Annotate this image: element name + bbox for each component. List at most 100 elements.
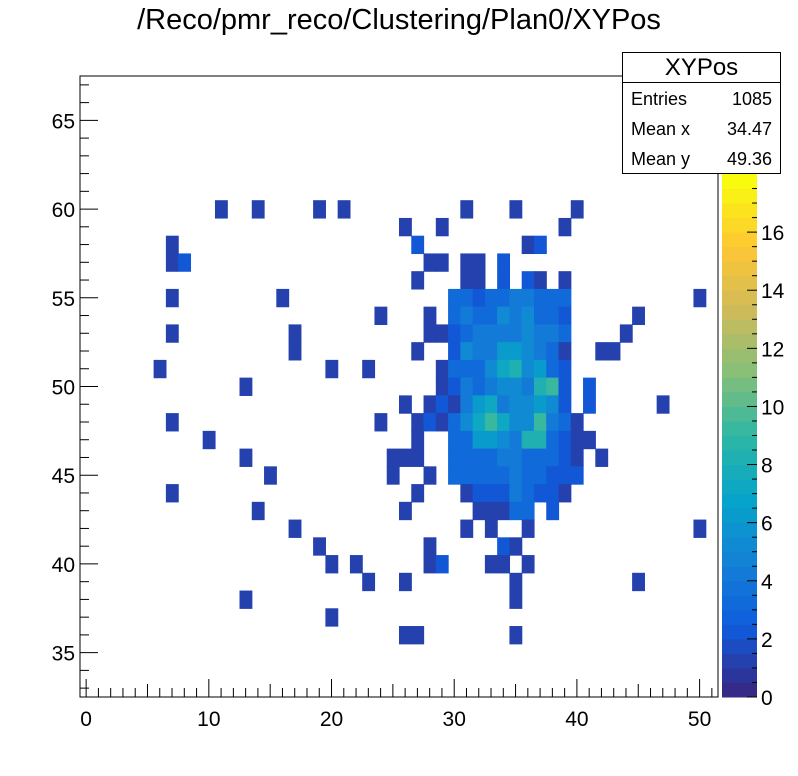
heatmap-cell xyxy=(497,253,511,272)
palette-band xyxy=(722,232,757,248)
heatmap-cell xyxy=(533,395,547,414)
heatmap-cell xyxy=(558,324,572,343)
y-tick-label: 40 xyxy=(52,554,75,577)
palette-band xyxy=(722,275,757,291)
stats-row-mean-y: Mean y 49.36 xyxy=(623,143,780,173)
heatmap-cell xyxy=(448,324,461,343)
heatmap-cell xyxy=(509,484,523,503)
heatmap-cell xyxy=(460,519,474,538)
heatmap-cell xyxy=(165,253,179,272)
heatmap-cell xyxy=(509,200,523,219)
heatmap-cell xyxy=(251,501,265,521)
palette-band xyxy=(722,261,757,277)
heatmap-cell xyxy=(435,359,449,379)
heatmap-cell xyxy=(448,395,461,414)
heatmap-cell xyxy=(546,377,560,396)
palette-band xyxy=(722,479,757,495)
heatmap-cell xyxy=(423,324,437,343)
heatmap-cell xyxy=(656,395,670,414)
heatmap-cell xyxy=(497,555,511,574)
heatmap-cell xyxy=(546,413,560,432)
palette-band xyxy=(722,609,757,625)
heatmap-cell xyxy=(472,430,486,450)
heatmap-cell xyxy=(521,519,535,538)
palette-band xyxy=(722,653,757,669)
heatmap-cell xyxy=(362,359,376,379)
heatmap-cell xyxy=(460,430,474,450)
heatmap-cell xyxy=(411,271,425,290)
heatmap-cell xyxy=(472,342,486,361)
heatmap-cell xyxy=(509,501,523,521)
heatmap-cell xyxy=(472,501,486,521)
stats-row-entries: Entries 1085 xyxy=(623,83,780,113)
heatmap-cell xyxy=(595,448,609,467)
heatmap-cell xyxy=(472,324,486,343)
heatmap-cell xyxy=(533,235,547,255)
stats-box: XYPos Entries 1085 Mean x 34.47 Mean y 4… xyxy=(622,52,781,174)
heatmap-cell xyxy=(472,253,486,272)
palette-band xyxy=(722,508,757,524)
heatmap-cell xyxy=(460,342,474,361)
palette-band xyxy=(722,624,757,640)
heatmap-cell xyxy=(472,288,486,308)
palette-band xyxy=(722,246,757,262)
heatmap-cell xyxy=(472,413,486,432)
y-tick-label: 60 xyxy=(52,199,75,222)
heatmap-cell xyxy=(472,377,486,396)
heatmap-cell xyxy=(411,448,425,467)
heatmap-cell xyxy=(448,359,461,379)
heatmap-cell xyxy=(533,430,547,450)
heatmap-cell xyxy=(448,448,461,467)
heatmap-cell xyxy=(472,395,486,414)
heatmap-cell xyxy=(165,484,179,503)
heatmap-cell xyxy=(484,306,498,325)
heatmap-cell xyxy=(521,235,535,255)
heatmap-cell xyxy=(521,448,535,467)
heatmap-cell xyxy=(509,448,523,467)
heatmap-cell xyxy=(435,324,449,343)
heatmap-cell xyxy=(533,324,547,343)
stats-row-mean-x: Mean x 34.47 xyxy=(623,113,780,143)
heatmap-cell xyxy=(509,306,523,325)
heatmap-cell xyxy=(423,395,437,414)
heatmap-cell xyxy=(448,413,461,432)
x-tick-label: 20 xyxy=(320,708,343,731)
heatmap-cell xyxy=(509,537,523,556)
heatmap-cell xyxy=(411,430,425,450)
heatmap-cell xyxy=(460,271,474,290)
heatmap-cell xyxy=(546,430,560,450)
stats-value: 49.36 xyxy=(726,149,772,169)
heatmap-cell xyxy=(435,413,449,432)
heatmap-cell xyxy=(546,306,560,325)
heatmap-cell xyxy=(533,359,547,379)
heatmap-cell xyxy=(607,342,621,361)
heatmap-cell xyxy=(472,448,486,467)
heatmap-cell xyxy=(423,253,437,272)
x-tick-label: 50 xyxy=(688,708,711,731)
heatmap-cell xyxy=(423,306,437,325)
heatmap-cell xyxy=(484,484,498,503)
heatmap-cell xyxy=(448,466,461,485)
heatmap-cell xyxy=(484,324,498,343)
heatmap-cell xyxy=(448,430,461,450)
heatmap-cell xyxy=(497,501,511,521)
heatmap-cell xyxy=(288,342,302,361)
heatmap-cell xyxy=(521,501,535,521)
heatmap-cell xyxy=(521,430,535,450)
heatmap-cell xyxy=(558,359,572,379)
heatmap-cell xyxy=(546,288,560,308)
heatmap-cell xyxy=(533,271,547,290)
heatmap-cell xyxy=(570,430,584,450)
heatmap-cell xyxy=(521,306,535,325)
palette-band xyxy=(722,377,757,393)
heatmap-cell xyxy=(570,448,584,467)
palette-tick-label: 0 xyxy=(761,687,773,710)
heatmap-cell xyxy=(472,271,486,290)
heatmap-cell xyxy=(497,448,511,467)
heatmap-cell xyxy=(460,359,474,379)
heatmap-cell xyxy=(497,306,511,325)
palette-band xyxy=(722,435,757,451)
heatmap-cell xyxy=(570,200,584,219)
heatmap-cell xyxy=(423,555,437,574)
